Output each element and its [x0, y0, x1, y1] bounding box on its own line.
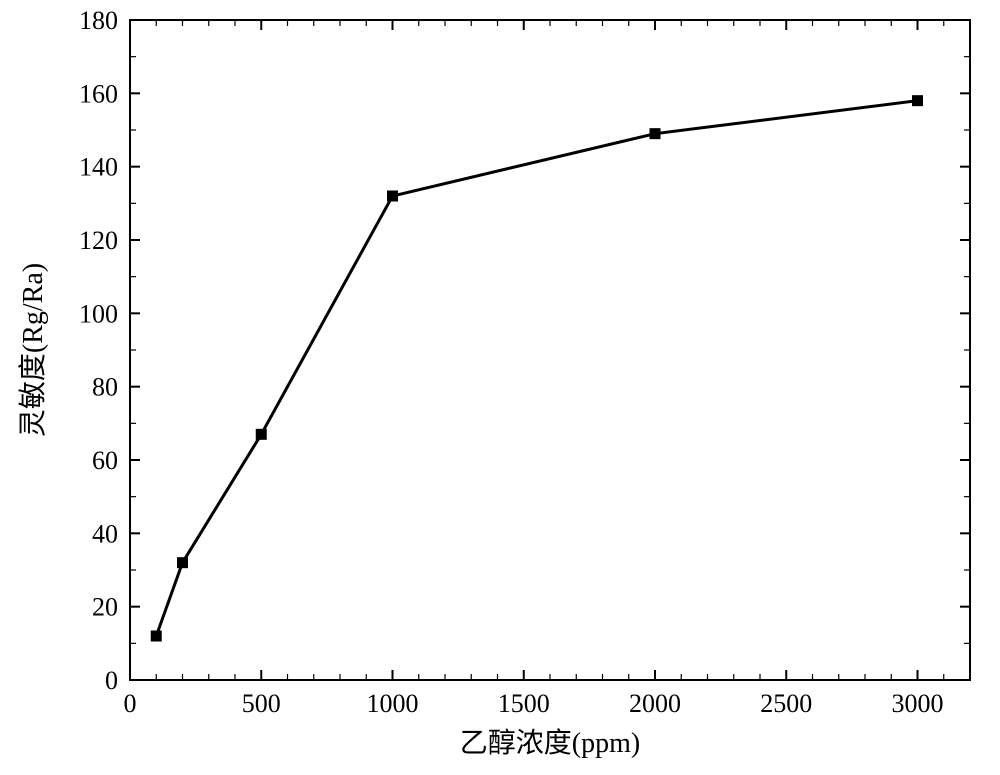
x-tick-label: 3000 [892, 689, 944, 718]
y-tick-label: 20 [92, 593, 118, 622]
series-marker [151, 631, 161, 641]
x-tick-label: 0 [124, 689, 137, 718]
series-marker [650, 129, 660, 139]
x-axis-label: 乙醇浓度(ppm) [460, 727, 640, 759]
x-tick-label: 2500 [760, 689, 812, 718]
x-tick-label: 2000 [629, 689, 681, 718]
chart-svg: 0 500 1000 1500 2000 2500 3000 0 20 40 60 80 100 120 1… [0, 0, 1000, 775]
series-marker [388, 191, 398, 201]
y-axis-label: 灵敏度(Rg/Ra) [17, 263, 49, 437]
x-tick-label: 500 [242, 689, 281, 718]
chart-background [0, 0, 1000, 775]
series-marker [178, 558, 188, 568]
y-tick-label: 100 [79, 299, 118, 328]
chart-container: 0 500 1000 1500 2000 2500 3000 0 20 40 60 80 100 120 1… [0, 0, 1000, 775]
x-tick-label: 1000 [367, 689, 419, 718]
series-marker [913, 96, 923, 106]
y-tick-label: 0 [105, 666, 118, 695]
y-tick-label: 180 [79, 6, 118, 35]
x-tick-label: 1500 [498, 689, 550, 718]
y-tick-label: 140 [79, 153, 118, 182]
y-tick-label: 40 [92, 519, 118, 548]
y-tick-label: 60 [92, 446, 118, 475]
y-tick-label: 80 [92, 373, 118, 402]
y-tick-label: 120 [79, 226, 118, 255]
series-marker [256, 429, 266, 439]
y-tick-label: 160 [79, 79, 118, 108]
